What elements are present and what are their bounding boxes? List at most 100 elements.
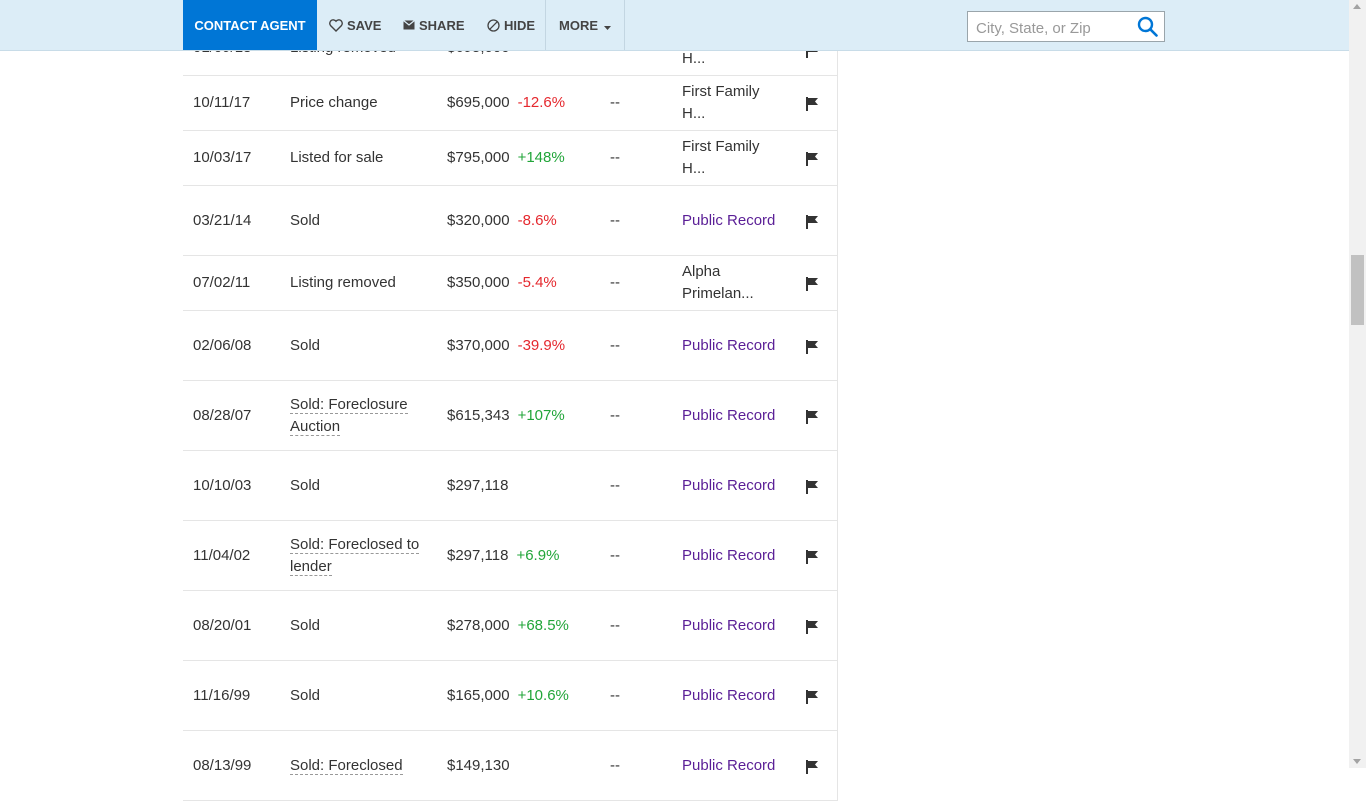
share-button[interactable]: SHARE [403, 0, 465, 50]
history-price: $278,000 [447, 616, 510, 634]
history-sqft-price: -- [610, 211, 620, 229]
history-price-change: +68.5% [517, 616, 569, 634]
history-event-text: Sold: Foreclosure Auction [290, 395, 408, 436]
table-row: 03/21/14 Sold $320,000 -8.6% -- Public Record [183, 186, 837, 256]
scroll-up-arrow-icon[interactable] [1353, 4, 1361, 9]
history-price: $297,118 [447, 476, 509, 494]
history-sqft-price: -- [610, 686, 620, 704]
history-sqft-price: -- [610, 406, 620, 424]
table-row: 10/10/03 Sold $297,118 -- Public Record [183, 451, 837, 521]
envelope-icon [403, 20, 415, 30]
history-source: Alpha Primelan... [682, 263, 754, 302]
history-price-cell: $278,000 +68.5% [447, 615, 569, 637]
history-source[interactable]: Public Record [682, 616, 776, 634]
table-row: 10/03/17 Listed for sale $795,000 +148% -- Fi… [183, 131, 837, 186]
heart-icon [329, 18, 343, 32]
table-row: 11/04/02 Sold: Foreclosed to lender $297,1… [183, 521, 837, 591]
flag-icon[interactable] [805, 619, 819, 634]
history-event: Sold [290, 476, 321, 494]
history-source[interactable]: Public Record [682, 406, 776, 424]
history-price-change: -12.6% [517, 94, 566, 111]
history-price-cell: $695,000 -12.6% [447, 92, 565, 114]
history-date: 08/28/07 [193, 406, 252, 424]
history-price-cell: $149,130 [447, 755, 518, 777]
contact-agent-label: CONTACT AGENT [194, 17, 306, 33]
history-price: $297,118 [447, 546, 509, 564]
history-source[interactable]: Public Record [682, 336, 776, 354]
history-price-cell: $795,000 +148% [447, 147, 565, 169]
history-source: First Family H... [682, 138, 760, 177]
history-price-cell: $297,118 +6.9% [447, 545, 559, 567]
history-source[interactable]: Public Record [682, 476, 776, 494]
table-row: 02/06/08 Sold $370,000 -39.9% -- Public Recor… [183, 311, 837, 381]
history-event: Sold [290, 686, 321, 704]
page-scrollbar[interactable] [1349, 0, 1366, 768]
flag-icon[interactable] [805, 409, 819, 424]
history-price-change: +148% [517, 149, 565, 166]
table-row: 08/28/07 Sold: Foreclosure Auction $615,34… [183, 381, 837, 451]
history-price: $165,000 [447, 686, 510, 704]
hide-icon [487, 18, 500, 32]
history-sqft-price: -- [610, 616, 620, 634]
history-sqft-price: -- [610, 336, 620, 354]
history-event-text: Sold: Foreclosed [290, 756, 403, 775]
history-price: $795,000 [447, 149, 510, 166]
history-sqft-price: -- [610, 274, 620, 291]
history-event: Sold [290, 616, 321, 634]
history-sqft-price: -- [610, 756, 620, 774]
history-date: 02/06/08 [193, 336, 252, 354]
search-icon[interactable] [1137, 16, 1158, 42]
contact-agent-button[interactable]: CONTACT AGENT [183, 0, 317, 50]
history-sqft-price: -- [610, 149, 620, 166]
history-source[interactable]: Public Record [682, 546, 776, 564]
history-price: $615,343 [447, 406, 510, 424]
history-price: $695,000 [447, 94, 510, 111]
flag-icon[interactable] [805, 759, 819, 774]
history-event: Price change [290, 94, 378, 111]
history-source[interactable]: Public Record [682, 756, 776, 774]
history-date: 08/13/99 [193, 756, 252, 774]
history-date: 10/03/17 [193, 149, 252, 166]
history-sqft-price: -- [610, 476, 620, 494]
table-row: 08/13/99 Sold: Foreclosed $149,130 -- Public… [183, 731, 837, 801]
search-input[interactable] [974, 17, 1138, 39]
scroll-down-arrow-icon[interactable] [1353, 759, 1361, 764]
flag-icon[interactable] [805, 689, 819, 704]
flag-icon[interactable] [805, 276, 819, 291]
action-toolbar: CONTACT AGENT SAVE SHARE HIDE MORE [0, 0, 1349, 51]
more-label: MORE [559, 17, 598, 33]
history-price: $149,130 [447, 756, 510, 774]
table-row: 11/16/99 Sold $165,000 +10.6% -- Public Recor… [183, 661, 837, 731]
history-event: Sold: Foreclosed to lender [290, 534, 430, 578]
history-date: 10/10/03 [193, 476, 252, 494]
history-price-change: +10.6% [517, 686, 569, 704]
flag-icon[interactable] [805, 549, 819, 564]
table-row: 08/20/01 Sold $278,000 +68.5% -- Public Recor… [183, 591, 837, 661]
history-source: H... [682, 50, 706, 67]
history-source: First Family H... [682, 83, 760, 122]
share-label: SHARE [419, 17, 465, 33]
property-history-table: 01/09/18 Listing removed $695,000 H... 1… [183, 0, 838, 801]
history-price-cell: $297,118 [447, 475, 516, 497]
scrollbar-thumb[interactable] [1351, 255, 1364, 325]
hide-button[interactable]: HIDE [487, 0, 535, 50]
history-price-change: -39.9% [517, 336, 566, 354]
history-price-cell: $165,000 +10.6% [447, 685, 569, 707]
flag-icon[interactable] [805, 214, 819, 229]
history-source[interactable]: Public Record [682, 686, 776, 704]
save-button[interactable]: SAVE [329, 0, 381, 50]
more-button[interactable]: MORE [545, 0, 625, 50]
history-price-cell: $320,000 -8.6% [447, 210, 557, 232]
history-source[interactable]: Public Record [682, 211, 776, 229]
flag-icon[interactable] [805, 339, 819, 354]
caret-down-icon [604, 18, 611, 33]
history-event: Sold [290, 211, 321, 229]
history-price: $350,000 [447, 274, 510, 291]
hide-label: HIDE [504, 17, 536, 33]
history-price-change: +6.9% [516, 546, 560, 564]
flag-icon[interactable] [805, 151, 819, 166]
history-sqft-price: -- [610, 546, 620, 564]
flag-icon[interactable] [805, 96, 819, 111]
history-price: $370,000 [447, 336, 510, 354]
flag-icon[interactable] [805, 479, 819, 494]
